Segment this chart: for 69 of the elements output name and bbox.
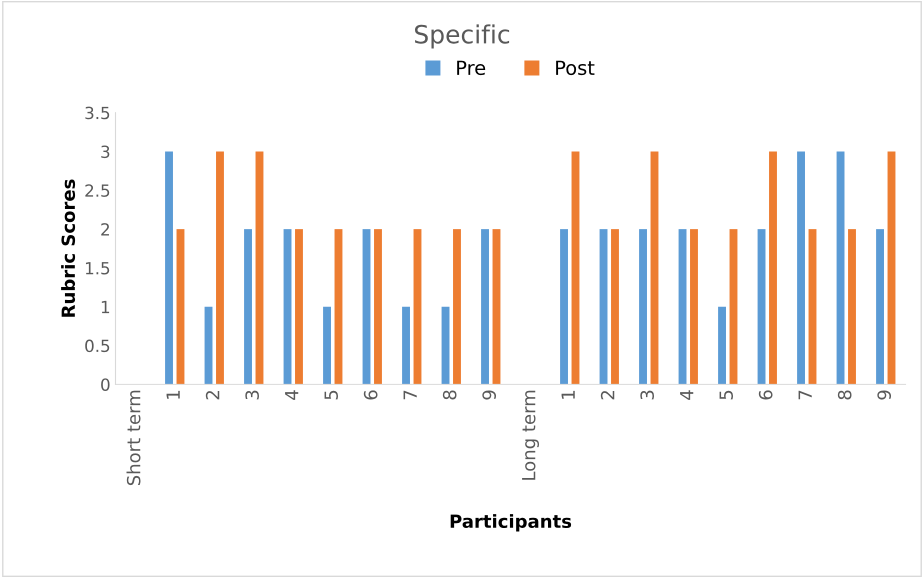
x-tick-label: 6 xyxy=(364,390,378,400)
y-tick-label: 2.5 xyxy=(85,184,110,197)
bar xyxy=(639,229,647,384)
bar xyxy=(690,229,698,384)
x-tick-label: 7 xyxy=(798,390,812,400)
bar xyxy=(481,229,489,384)
bar xyxy=(362,229,370,384)
bar xyxy=(560,229,568,384)
bar xyxy=(284,229,292,384)
x-tick-label: 8 xyxy=(442,390,456,400)
bar xyxy=(216,152,224,384)
bar xyxy=(176,229,184,384)
bar xyxy=(758,229,766,384)
bar xyxy=(323,306,331,384)
y-tick-label: 3 xyxy=(101,145,110,158)
x-tick-label: 5 xyxy=(720,390,734,400)
y-tick-label: 0.5 xyxy=(85,340,110,352)
bar xyxy=(414,229,422,384)
bar xyxy=(165,152,173,384)
x-tick-label: 9 xyxy=(482,390,496,400)
bar xyxy=(650,152,658,384)
bar xyxy=(244,229,252,384)
x-tick-label: 3 xyxy=(640,390,654,400)
y-axis-title: Rubric Scores xyxy=(61,180,76,317)
bar xyxy=(204,306,212,384)
bar xyxy=(572,152,580,384)
bar xyxy=(600,229,608,384)
x-tick-label: 5 xyxy=(324,390,338,400)
y-tick-label: 1.5 xyxy=(86,262,110,275)
bar xyxy=(678,229,686,384)
x-tick-label: 9 xyxy=(877,390,892,400)
bar xyxy=(797,152,805,384)
x-tick-label: 8 xyxy=(838,390,852,400)
y-tick-label: 1 xyxy=(102,300,110,314)
x-tick-label: 6 xyxy=(758,390,773,400)
x-tick-label: 2 xyxy=(206,391,220,400)
y-tick-label: 3.5 xyxy=(85,106,110,120)
x-axis-title: Participants xyxy=(450,514,572,532)
bar xyxy=(374,229,382,384)
x-tick-label: 2 xyxy=(600,391,614,400)
y-tick-label: 0 xyxy=(101,378,110,391)
x-tick-label: Short term xyxy=(126,390,140,486)
bar xyxy=(453,229,461,384)
y-tick-label: 2 xyxy=(101,223,109,236)
bar xyxy=(730,229,738,384)
bar xyxy=(334,229,342,384)
bar xyxy=(718,306,726,384)
x-tick-label: 1 xyxy=(166,390,180,399)
bar xyxy=(876,229,884,384)
x-tick-label: 3 xyxy=(245,390,259,400)
legend-label: Post xyxy=(556,60,594,76)
bar xyxy=(848,229,856,384)
x-tick-label: 4 xyxy=(285,390,298,400)
chart-title: Specific xyxy=(414,24,510,49)
bar xyxy=(295,229,303,384)
bar xyxy=(836,152,844,384)
bar xyxy=(256,152,264,384)
bar xyxy=(402,306,410,384)
x-tick-label: Long term xyxy=(522,390,539,480)
bar xyxy=(769,152,777,384)
x-tick-label: 7 xyxy=(404,390,417,400)
bar xyxy=(492,229,500,384)
x-tick-label: 4 xyxy=(680,390,694,400)
x-tick-label: 1 xyxy=(562,390,575,399)
bar xyxy=(808,229,816,384)
bar xyxy=(442,306,450,384)
bar xyxy=(888,152,896,384)
legend-label: Pre xyxy=(457,60,486,76)
bar xyxy=(611,229,619,384)
